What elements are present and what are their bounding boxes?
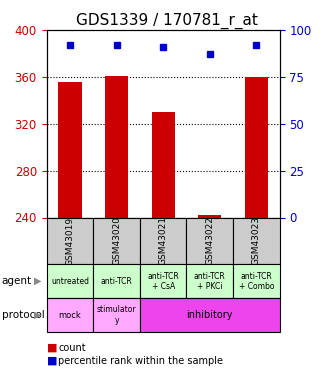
FancyBboxPatch shape	[93, 217, 140, 264]
Text: ■: ■	[47, 356, 57, 366]
FancyBboxPatch shape	[47, 298, 93, 332]
Text: untreated: untreated	[51, 277, 89, 286]
FancyBboxPatch shape	[140, 217, 186, 264]
Text: ▶: ▶	[34, 310, 42, 320]
Text: GDS1339 / 170781_r_at: GDS1339 / 170781_r_at	[76, 13, 257, 29]
FancyBboxPatch shape	[233, 217, 280, 264]
Text: GSM43020: GSM43020	[112, 216, 121, 266]
FancyBboxPatch shape	[140, 264, 186, 298]
FancyBboxPatch shape	[93, 264, 140, 298]
Text: percentile rank within the sample: percentile rank within the sample	[58, 356, 223, 366]
Text: GSM43023: GSM43023	[252, 216, 261, 266]
FancyBboxPatch shape	[47, 264, 93, 298]
Text: anti-TCR
+ PKCi: anti-TCR + PKCi	[194, 272, 226, 291]
Text: count: count	[58, 343, 86, 353]
Text: anti-TCR
+ CsA: anti-TCR + CsA	[147, 272, 179, 291]
Text: anti-TCR
+ Combo: anti-TCR + Combo	[239, 272, 274, 291]
Bar	[58, 82, 82, 218]
FancyBboxPatch shape	[93, 298, 140, 332]
FancyBboxPatch shape	[186, 217, 233, 264]
Bar	[105, 76, 128, 217]
FancyBboxPatch shape	[140, 298, 280, 332]
FancyBboxPatch shape	[186, 264, 233, 298]
Bar	[152, 112, 175, 218]
FancyBboxPatch shape	[233, 264, 280, 298]
Text: agent: agent	[2, 276, 32, 286]
Bar	[198, 215, 221, 217]
Text: ■: ■	[47, 343, 57, 353]
Text: GSM43019: GSM43019	[65, 216, 75, 266]
Text: anti-TCR: anti-TCR	[101, 277, 133, 286]
Text: GSM43021: GSM43021	[159, 216, 168, 266]
FancyBboxPatch shape	[47, 217, 93, 264]
Bar	[245, 77, 268, 218]
Text: ▶: ▶	[34, 276, 42, 286]
Text: inhibitory: inhibitory	[186, 310, 233, 320]
Text: stimulator
y: stimulator y	[97, 305, 136, 325]
Text: mock: mock	[59, 310, 81, 320]
Text: protocol: protocol	[2, 310, 44, 320]
Text: GSM43022: GSM43022	[205, 216, 214, 266]
